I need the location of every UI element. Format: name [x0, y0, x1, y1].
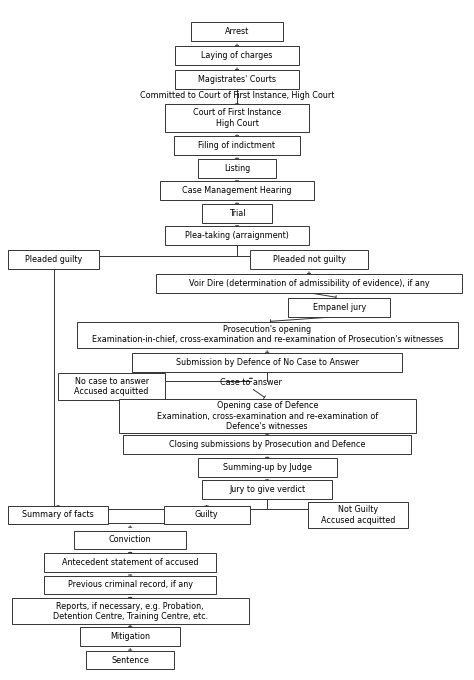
Text: Antecedent statement of accused: Antecedent statement of accused — [62, 558, 199, 567]
Text: Magistrates' Courts: Magistrates' Courts — [198, 75, 276, 84]
Text: Committed to Court of First Instance, High Court: Committed to Court of First Instance, Hi… — [140, 91, 334, 100]
FancyBboxPatch shape — [8, 250, 99, 269]
Text: Plea-taking (arraignment): Plea-taking (arraignment) — [185, 231, 289, 240]
FancyBboxPatch shape — [191, 22, 283, 41]
Text: Submission by Defence of No Case to Answer: Submission by Defence of No Case to Answ… — [176, 358, 359, 367]
Text: Jury to give verdict: Jury to give verdict — [229, 486, 305, 494]
FancyBboxPatch shape — [8, 505, 108, 524]
FancyBboxPatch shape — [44, 553, 216, 572]
FancyBboxPatch shape — [118, 399, 416, 433]
Text: Summary of facts: Summary of facts — [22, 511, 94, 520]
Text: Case to answer: Case to answer — [220, 378, 282, 388]
FancyBboxPatch shape — [160, 182, 314, 200]
FancyBboxPatch shape — [44, 575, 216, 594]
FancyBboxPatch shape — [165, 105, 309, 132]
Text: Previous criminal record, if any: Previous criminal record, if any — [68, 581, 192, 590]
Text: Pleaded not guilty: Pleaded not guilty — [273, 255, 346, 264]
FancyBboxPatch shape — [198, 458, 337, 477]
Text: Case Management Hearing: Case Management Hearing — [182, 186, 292, 195]
Text: Not Guilty
Accused acquitted: Not Guilty Accused acquitted — [320, 505, 395, 524]
Text: Mitigation: Mitigation — [110, 632, 150, 641]
Text: Prosecution's opening
Examination-in-chief, cross-examination and re-examination: Prosecution's opening Examination-in-chi… — [91, 325, 443, 344]
Text: Arrest: Arrest — [225, 27, 249, 36]
Text: Closing submissions by Prosecution and Defence: Closing submissions by Prosecution and D… — [169, 441, 365, 449]
FancyBboxPatch shape — [174, 136, 300, 155]
FancyBboxPatch shape — [165, 226, 309, 245]
Text: Conviction: Conviction — [109, 535, 151, 545]
FancyBboxPatch shape — [132, 353, 402, 371]
FancyBboxPatch shape — [175, 46, 299, 65]
FancyBboxPatch shape — [175, 70, 299, 89]
Text: Trial: Trial — [229, 209, 245, 218]
FancyBboxPatch shape — [198, 159, 276, 177]
FancyBboxPatch shape — [250, 250, 368, 269]
FancyBboxPatch shape — [202, 481, 332, 499]
Text: Voir Dire (determination of admissibility of evidence), if any: Voir Dire (determination of admissibilit… — [189, 279, 429, 288]
FancyBboxPatch shape — [164, 505, 250, 524]
FancyBboxPatch shape — [155, 274, 462, 293]
FancyBboxPatch shape — [308, 502, 408, 528]
Text: Court of First Instance
High Court: Court of First Instance High Court — [193, 109, 281, 128]
FancyBboxPatch shape — [123, 435, 411, 454]
Text: Sentence: Sentence — [111, 656, 149, 664]
FancyBboxPatch shape — [77, 322, 457, 348]
Text: Empanel jury: Empanel jury — [312, 303, 366, 311]
FancyBboxPatch shape — [74, 530, 186, 549]
Text: Pleaded guilty: Pleaded guilty — [25, 255, 82, 264]
FancyBboxPatch shape — [86, 651, 174, 669]
FancyBboxPatch shape — [12, 598, 248, 624]
FancyBboxPatch shape — [58, 373, 165, 400]
Text: Filing of indictment: Filing of indictment — [199, 141, 275, 150]
FancyBboxPatch shape — [80, 627, 180, 646]
Text: No case to answer
Accused acquitted: No case to answer Accused acquitted — [74, 377, 149, 396]
Text: Reports, if necessary, e.g. Probation,
Detention Centre, Training Centre, etc.: Reports, if necessary, e.g. Probation, D… — [53, 602, 208, 621]
FancyBboxPatch shape — [288, 298, 390, 316]
FancyBboxPatch shape — [202, 204, 272, 222]
Text: Guilty: Guilty — [195, 511, 219, 520]
Text: Laying of charges: Laying of charges — [201, 51, 273, 60]
Text: Listing: Listing — [224, 164, 250, 173]
Text: Opening case of Defence
Examination, cross-examination and re-examination of
Def: Opening case of Defence Examination, cro… — [156, 401, 378, 431]
Text: Summing-up by Judge: Summing-up by Judge — [223, 463, 311, 472]
